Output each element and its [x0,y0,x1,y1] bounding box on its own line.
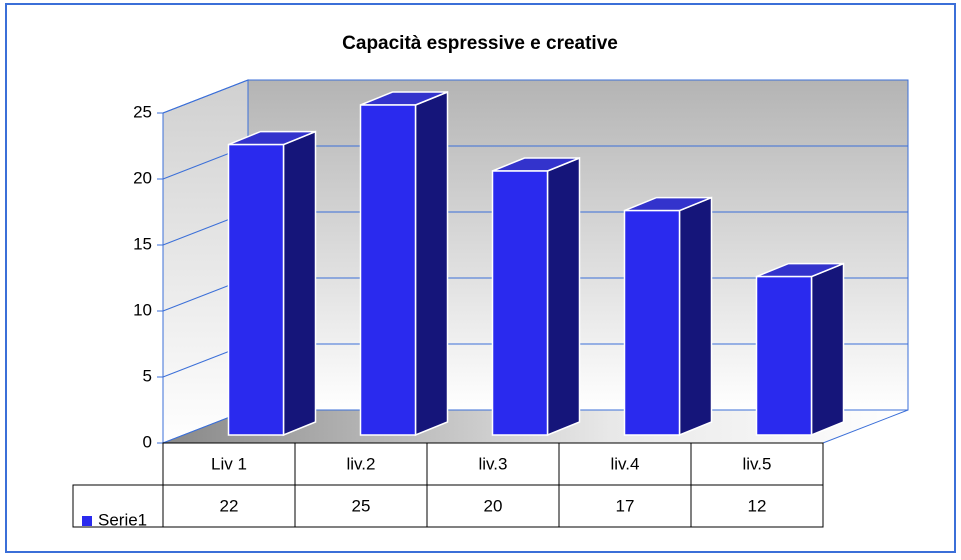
x-tick-label: liv.2 [347,454,376,473]
legend-swatch [82,516,92,526]
bar-side [282,130,317,437]
bar [227,143,285,436]
bar [491,170,549,436]
grid-line [162,79,249,114]
y-tick-label: 15 [133,234,152,253]
chart-title: Capacità espressive e creative [342,33,618,54]
bar [623,209,681,436]
y-tick-label: 5 [143,366,152,385]
y-tick-label: 25 [133,102,152,121]
data-label: 25 [352,496,371,515]
x-tick-label: liv.3 [479,454,508,473]
y-tick-label: 0 [143,432,152,451]
legend-label: Serie1 [98,510,147,529]
data-label: 22 [220,496,239,515]
data-label: 20 [484,496,503,515]
bar-side [546,156,581,437]
table-value-row [72,484,824,528]
x-tick-label: liv.4 [611,454,640,473]
x-tick-label: liv.5 [743,454,772,473]
y-tick-label: 10 [133,300,152,319]
y-tick-label: 20 [133,168,152,187]
bar [755,275,813,436]
bar-side [678,196,713,437]
data-label: 17 [616,496,635,515]
data-label: 12 [748,496,767,515]
bar [359,104,417,436]
bar-side [414,90,449,437]
x-tick-label: Liv 1 [211,454,247,473]
bar-side [810,262,845,437]
